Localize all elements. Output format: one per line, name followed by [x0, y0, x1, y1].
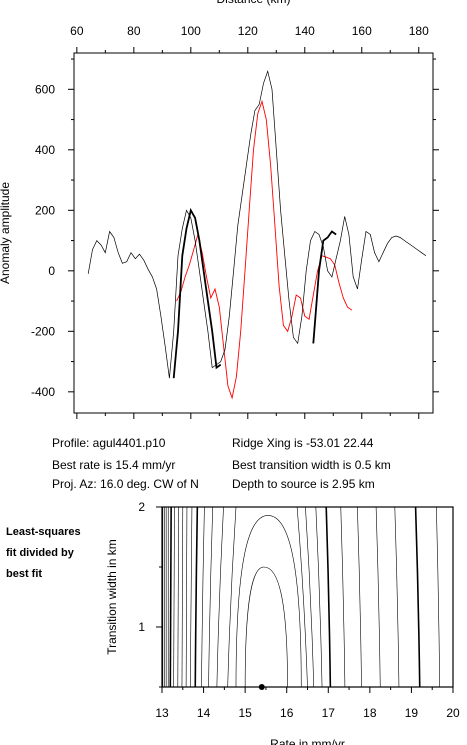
- x-tick-label: 13: [155, 706, 169, 720]
- x-axis-title: Distance (km): [216, 0, 290, 6]
- contour-line: [296, 506, 308, 688]
- side-note: Least-squares fit divided by best fit: [6, 522, 81, 585]
- contour-line: [340, 506, 346, 688]
- y-tick-label: 200: [35, 203, 55, 217]
- observed-anomaly-bold-segment: [312, 230, 337, 344]
- y-tick-label: 600: [35, 82, 55, 96]
- contour-line: [173, 506, 175, 688]
- profile-chart: 60 80 100 120 140 160 180 -400 -200 0 200 400 600 Dis…: [0, 0, 439, 419]
- x-tick-label: 60: [70, 24, 84, 38]
- contour-chart: 13 14 15 16 17 18 19 20 1 2 Rate in mm/yr Transitio…: [105, 500, 460, 745]
- contour-line: [436, 506, 440, 688]
- side-note-line: best fit: [6, 568, 43, 580]
- contour-line-bold: [414, 506, 421, 688]
- y-tick-label: -200: [31, 324, 55, 338]
- x-tick-label: 140: [295, 24, 315, 38]
- side-note-line: Least-squares: [6, 526, 81, 538]
- x-tick-label: 160: [352, 24, 372, 38]
- contour-line-bold: [194, 506, 199, 688]
- contour-line-bold: [325, 506, 332, 688]
- contour-line: [235, 515, 302, 688]
- contour-frame: [161, 506, 454, 688]
- y-axis-title: Anomaly amplitude: [0, 182, 12, 284]
- contour-line: [227, 506, 237, 688]
- y-tick-label: 400: [35, 143, 55, 157]
- best-fit-marker: [258, 684, 265, 690]
- x-tick-label: 19: [405, 706, 419, 720]
- y-tick-label: 2: [138, 500, 145, 514]
- x-tick-label: 80: [127, 24, 141, 38]
- depth-info: Depth to source is 2.95 km: [232, 477, 375, 491]
- contour-line: [177, 506, 179, 688]
- contour-line: [305, 506, 315, 688]
- profile-info: Profile: agul4401.p10: [52, 436, 166, 450]
- y-tick-label: -400: [31, 385, 55, 399]
- contour-line: [185, 506, 188, 688]
- contour-line: [244, 566, 288, 688]
- contour-line: [375, 506, 381, 688]
- proj-az-info: Proj. Az: 16.0 deg. CW of N: [52, 477, 199, 491]
- contour-line: [315, 506, 323, 688]
- ridge-xing-info: Ridge Xing is -53.01 22.44: [232, 436, 374, 450]
- x-tick-label: 14: [197, 706, 211, 720]
- x-tick-label: 17: [322, 706, 336, 720]
- plot-frame: [73, 52, 434, 414]
- contour-line-bold: [169, 506, 172, 688]
- best-width-info: Best transition width is 0.5 km: [232, 458, 391, 472]
- best-rate-info: Best rate is 15.4 mm/yr: [52, 458, 176, 472]
- contour-line: [189, 506, 193, 688]
- contour-line: [181, 506, 184, 688]
- y-axis-title: Transition width in km: [105, 539, 119, 655]
- model-anomaly-line: [176, 99, 353, 400]
- contour-line: [208, 506, 214, 688]
- x-tick-label: 18: [363, 706, 377, 720]
- y-tick-label: 1: [138, 620, 145, 634]
- x-axis-title: Rate in mm/yr: [270, 737, 345, 745]
- x-tick-label: 100: [181, 24, 201, 38]
- side-note-line: fit divided by: [6, 547, 74, 559]
- x-tick-label: 15: [238, 706, 252, 720]
- x-tick-label: 180: [409, 24, 429, 38]
- contour-line: [201, 506, 205, 688]
- contour-line: [216, 506, 224, 688]
- y-tick-label: 0: [48, 264, 55, 278]
- x-tick-label: 20: [446, 706, 460, 720]
- contour-line: [394, 506, 400, 688]
- x-tick-label: 16: [280, 706, 294, 720]
- observed-anomaly-bold-segment: [172, 207, 222, 379]
- x-tick-label: 120: [238, 24, 258, 38]
- contour-line: [357, 506, 362, 688]
- observed-anomaly-line: [87, 69, 427, 379]
